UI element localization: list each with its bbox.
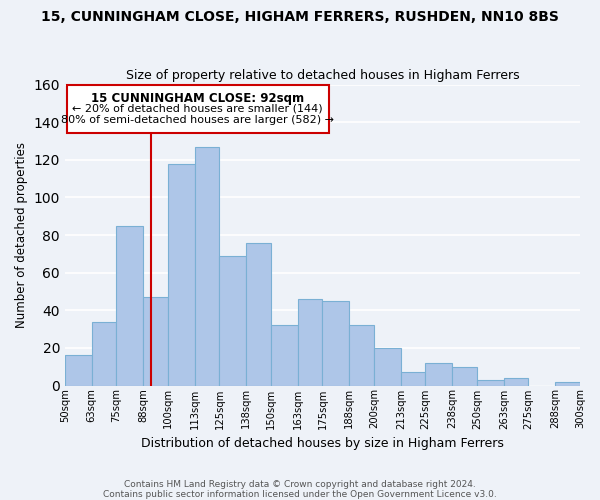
Bar bbox=[425, 363, 452, 386]
Bar bbox=[271, 326, 298, 386]
Bar bbox=[477, 380, 504, 386]
Text: Contains HM Land Registry data © Crown copyright and database right 2024.: Contains HM Land Registry data © Crown c… bbox=[124, 480, 476, 489]
Bar bbox=[452, 366, 477, 386]
X-axis label: Distribution of detached houses by size in Higham Ferrers: Distribution of detached houses by size … bbox=[141, 437, 504, 450]
Y-axis label: Number of detached properties: Number of detached properties bbox=[15, 142, 28, 328]
Text: ← 20% of detached houses are smaller (144): ← 20% of detached houses are smaller (14… bbox=[73, 104, 323, 114]
Bar bbox=[92, 322, 116, 386]
Bar bbox=[116, 226, 143, 386]
Bar bbox=[504, 378, 529, 386]
Bar bbox=[374, 348, 401, 386]
Text: 80% of semi-detached houses are larger (582) →: 80% of semi-detached houses are larger (… bbox=[61, 114, 334, 124]
Bar bbox=[67, 84, 329, 134]
Bar bbox=[220, 256, 246, 386]
Bar bbox=[195, 146, 220, 386]
Bar bbox=[168, 164, 195, 386]
Title: Size of property relative to detached houses in Higham Ferrers: Size of property relative to detached ho… bbox=[125, 69, 519, 82]
Bar bbox=[246, 242, 271, 386]
Bar bbox=[349, 326, 374, 386]
Bar bbox=[65, 356, 92, 386]
Bar bbox=[401, 372, 425, 386]
Bar bbox=[298, 299, 322, 386]
Text: 15, CUNNINGHAM CLOSE, HIGHAM FERRERS, RUSHDEN, NN10 8BS: 15, CUNNINGHAM CLOSE, HIGHAM FERRERS, RU… bbox=[41, 10, 559, 24]
Bar bbox=[143, 297, 168, 386]
Text: Contains public sector information licensed under the Open Government Licence v3: Contains public sector information licen… bbox=[103, 490, 497, 499]
Bar bbox=[555, 382, 580, 386]
Text: 15 CUNNINGHAM CLOSE: 92sqm: 15 CUNNINGHAM CLOSE: 92sqm bbox=[91, 92, 304, 105]
Bar bbox=[322, 301, 349, 386]
